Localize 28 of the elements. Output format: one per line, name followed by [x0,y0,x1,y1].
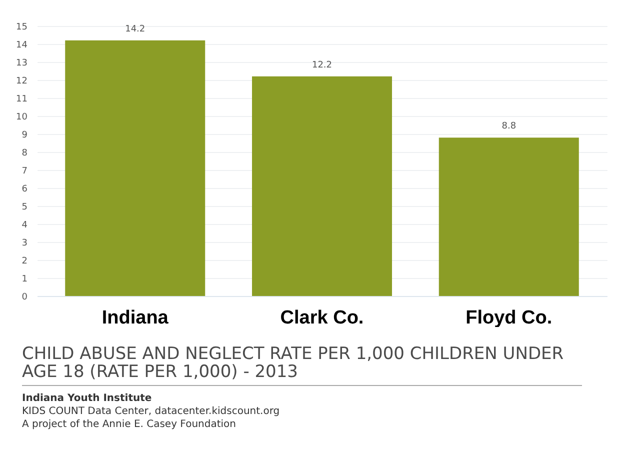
bar [252,76,392,296]
y-tick-label: 13 [16,58,28,68]
text: A project of the Annie E. Casey Foundation [22,418,238,431]
y-tick-label: 8 [22,148,28,158]
y-tick-label: 10 [16,112,28,122]
data-label: 14.2 [125,24,146,34]
text: CHILD ABUSE AND NEGLECT RATE PER 1,000 CHILDREN UNDER AGE 18 (RATE PER 1,000) - 2013 [22,344,582,386]
bar [65,40,206,296]
y-tick-label: 0 [22,292,28,302]
y-tick-label: 14 [16,40,28,50]
y-tick-label: 1 [22,274,28,284]
y-tick-label: 15 [16,22,28,32]
data-label: 12.2 [312,60,332,70]
y-tick-label: 12 [16,76,28,86]
y-tick-label: 9 [22,130,28,140]
data-label: 8.8 [502,122,516,132]
x-tick-label: Clark Co. [280,308,364,328]
x-tick-label: Indiana [102,308,169,328]
y-tick-label: 2 [22,256,28,266]
text: KIDS COUNT Data Center, datacenter.kidscount.org [22,405,281,418]
y-tick-label: 7 [22,166,28,176]
y-tick-label: 6 [22,184,28,194]
text: Indiana Youth Institute [22,392,153,405]
y-tick-label: 3 [22,238,28,248]
y-tick-label: 5 [22,202,28,212]
bar [438,138,579,296]
y-tick-label: 11 [16,94,28,104]
y-tick-label: 4 [22,220,28,230]
